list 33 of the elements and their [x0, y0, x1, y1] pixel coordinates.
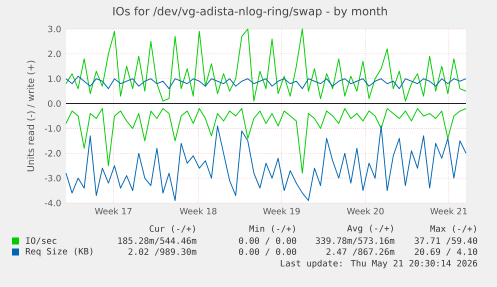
text: 20.69 / 4.10 [414, 248, 478, 256]
y-tick-label: -2.0 [44, 150, 61, 157]
chart-title: IOs for /dev/vg-adista-nlog-ring/swap - by month [113, 6, 387, 18]
text: 2.47 /867.26m [326, 248, 394, 256]
text: 339.78m/573.16m [316, 237, 394, 245]
text: Cur (-/+) [150, 225, 195, 233]
line-series [66, 125, 466, 201]
x-tick-label: Week 21 [430, 208, 467, 214]
y-tick-label: -3.0 [44, 174, 61, 182]
text: 0.00 / 0.00 [239, 248, 296, 256]
x-tick-label: Week 20 [347, 208, 384, 214]
x-tick-label: Week 19 [263, 208, 300, 214]
text: Last update: Thu May 21 20:30:14 2026 [280, 260, 478, 268]
line-series [66, 76, 466, 90]
legend-label: Req Size (KB) [26, 248, 92, 256]
y-tick-label: -4.0 [44, 200, 61, 206]
x-tick-label: Week 17 [95, 208, 132, 214]
text: 0.00 / 0.00 [239, 237, 296, 245]
y-tick-label: 3.0 [48, 26, 61, 32]
text: 37.71 /59.40 [414, 237, 478, 245]
text: Min (-/+) [249, 225, 295, 233]
legend-label: IO/sec [26, 237, 56, 245]
y-tick-label: 0.0 [48, 100, 61, 107]
text: 185.28m/544.46m [118, 237, 196, 245]
text: Avg (-/+) [347, 224, 393, 234]
x-tick-label: Week 18 [180, 208, 216, 214]
text: 2.02 /989.30m [128, 248, 196, 256]
y-tick-label: 2.0 [48, 50, 61, 58]
y-tick-label: -1.0 [44, 125, 61, 132]
y-tick-label: 1.0 [48, 75, 61, 82]
text: Max (-/+) [430, 225, 476, 233]
y-axis-title: Units read (-) / write (+) [26, 60, 36, 172]
line-series [66, 28, 466, 102]
